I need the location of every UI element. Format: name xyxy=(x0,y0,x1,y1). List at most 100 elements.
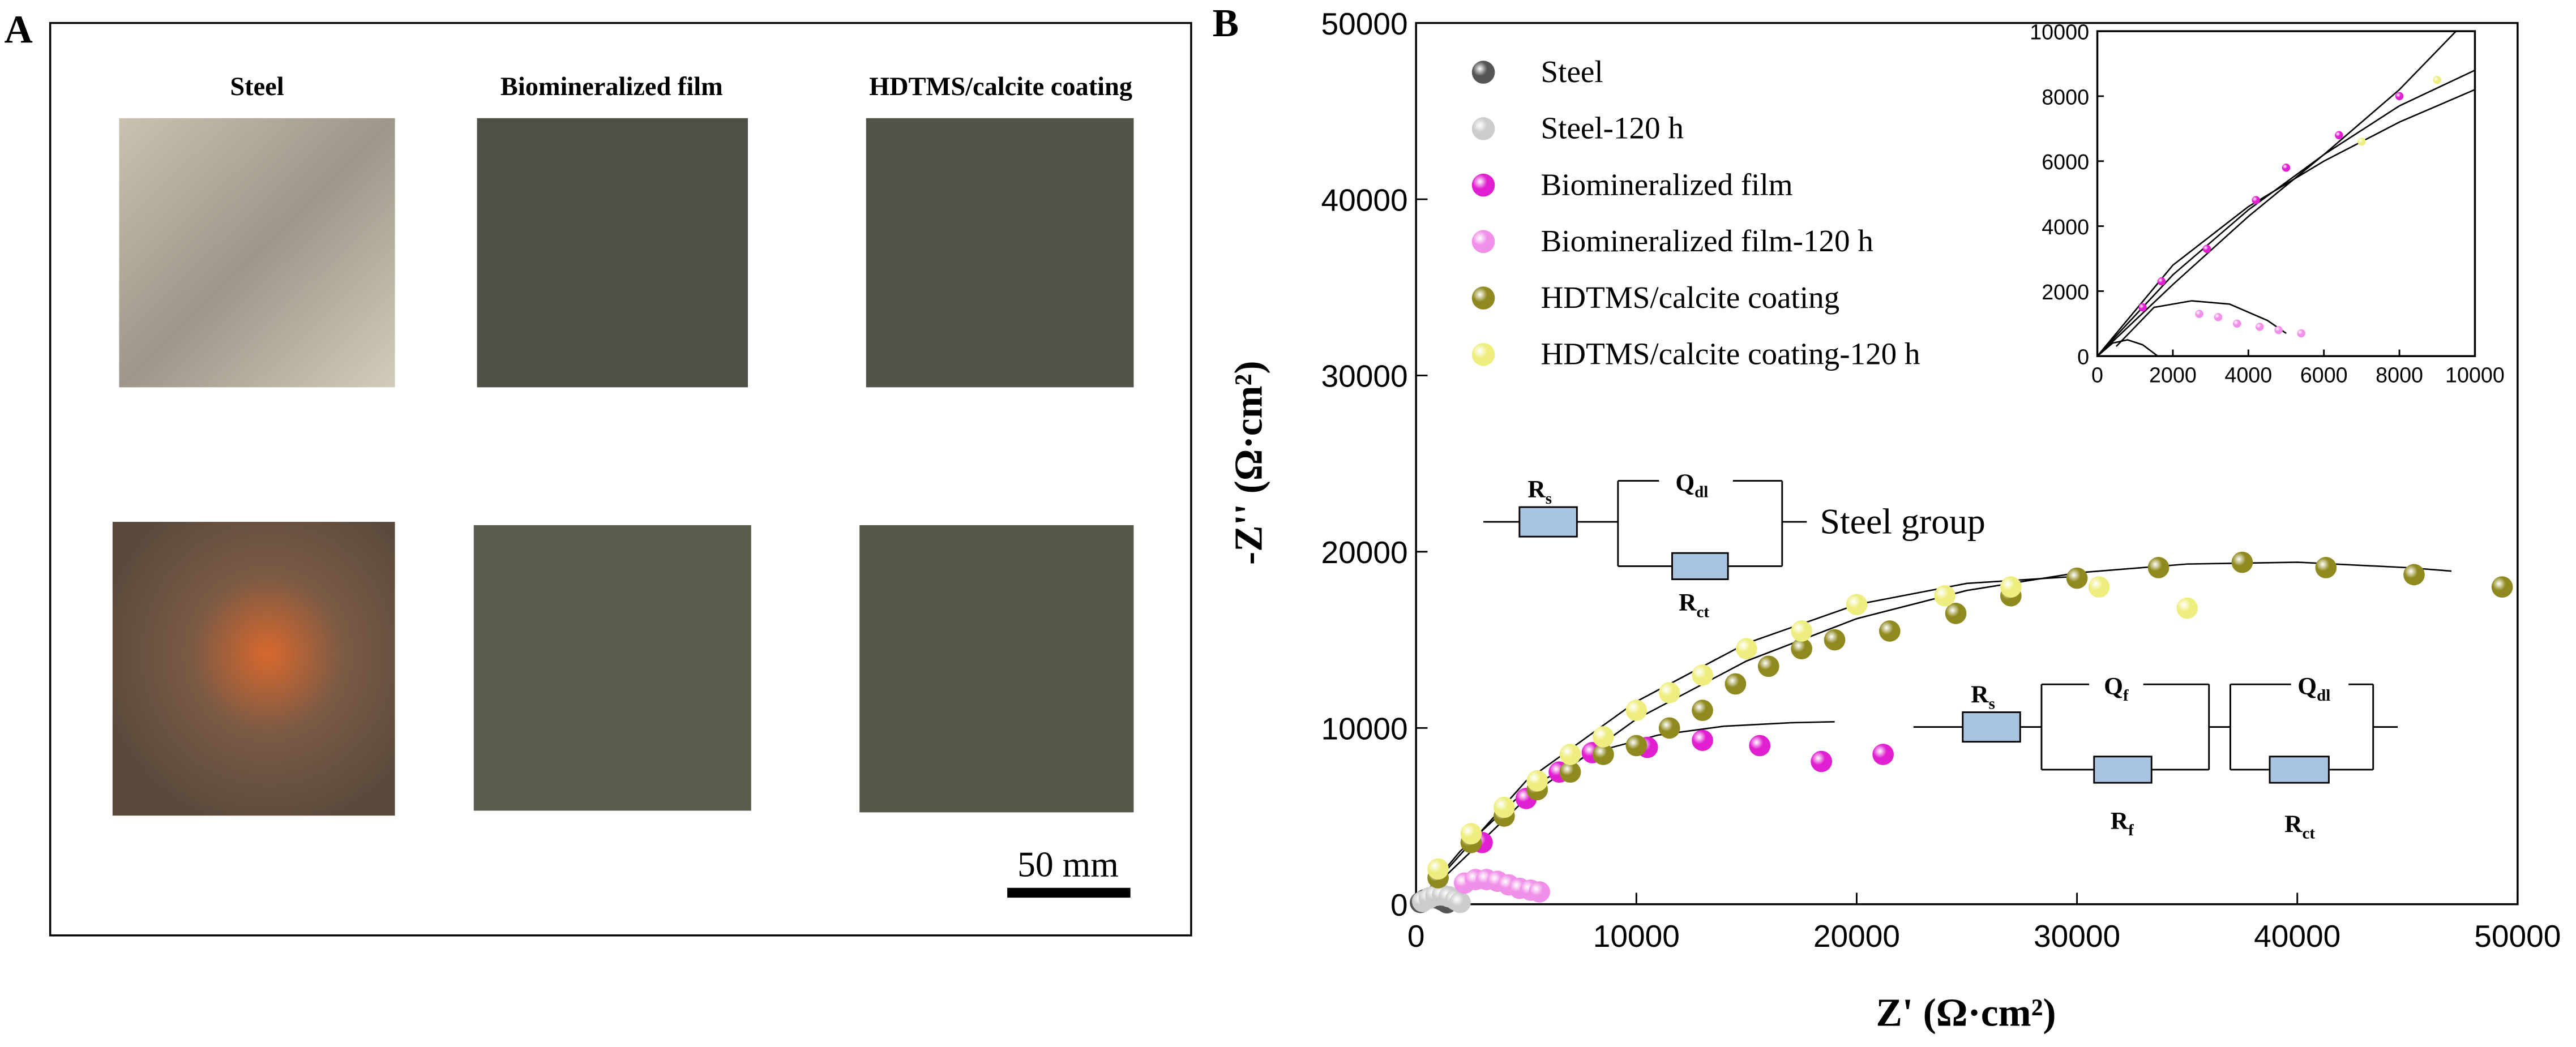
data-point xyxy=(2214,313,2223,321)
label-main: Q xyxy=(2297,673,2317,700)
data-point xyxy=(1878,620,1901,642)
y-tick-label: 40000 xyxy=(1321,182,1408,217)
x-tick-label: 2000 xyxy=(2149,363,2197,387)
y-tick-label: 30000 xyxy=(1321,359,1408,394)
data-point xyxy=(1811,750,1833,773)
circuit-coating xyxy=(1913,683,2398,784)
data-point xyxy=(1625,700,1648,722)
data-point xyxy=(1593,726,1614,748)
legend-label: HDTMS/calcite coating-120 h xyxy=(1541,337,1920,371)
data-point xyxy=(1625,735,1648,757)
data-point xyxy=(1529,881,1550,903)
label-main: Q xyxy=(1675,469,1694,496)
panel-label: B xyxy=(1213,2,1239,45)
data-point xyxy=(1736,638,1757,660)
y-tick-label: 4000 xyxy=(2042,215,2089,239)
circuit-element-label: Rs xyxy=(1527,476,1552,508)
data-point xyxy=(2297,329,2305,338)
data-point xyxy=(1526,770,1548,792)
circuit-element-label: Rf xyxy=(2111,807,2134,839)
column-label: Steel xyxy=(230,72,284,101)
label-sub: s xyxy=(1989,695,1995,713)
data-point xyxy=(2202,244,2211,254)
data-point xyxy=(1493,796,1515,818)
data-point xyxy=(1460,823,1482,845)
circuit-element-label: Rct xyxy=(2284,810,2315,843)
legend-marker xyxy=(1471,61,1495,84)
y-tick-label: 0 xyxy=(2077,345,2089,369)
data-point xyxy=(2433,75,2442,84)
data-point xyxy=(1559,761,1581,783)
label-sub: s xyxy=(1546,490,1552,508)
x-tick-label: 0 xyxy=(2091,363,2103,387)
photo-steel-corroded xyxy=(112,522,395,816)
label-main: R xyxy=(2111,807,2129,834)
data-point xyxy=(1846,594,1868,616)
x-tick-label: 6000 xyxy=(2300,363,2348,387)
y-tick-label: 50000 xyxy=(1321,6,1408,41)
label-main: R xyxy=(2284,810,2303,838)
legend-marker xyxy=(1471,343,1495,366)
legend-label: Biomineralized film xyxy=(1541,167,1793,201)
circuit-element-label: Rs xyxy=(1971,681,1995,713)
photo-hdtms xyxy=(866,118,1134,388)
y-tick-label: 0 xyxy=(1390,887,1408,922)
fit-line xyxy=(2096,31,2457,357)
plot-frame xyxy=(1415,22,2519,906)
panel-frame xyxy=(49,22,1192,937)
label-sub: f xyxy=(2128,821,2134,839)
label-main: R xyxy=(1679,589,1697,616)
x-tick-label: 4000 xyxy=(2224,363,2272,387)
scale-bar-label: 50 mm xyxy=(1017,844,1119,884)
circuit-element-label: Qf xyxy=(2104,673,2129,705)
circuit-element-label: Rct xyxy=(1679,589,1709,621)
data-point xyxy=(2176,597,2198,619)
data-point xyxy=(2335,131,2343,140)
legend-marker xyxy=(1471,286,1495,310)
circuit-element-label: Qdl xyxy=(1675,469,1708,501)
photo-biomineralized xyxy=(477,118,748,388)
x-tick-label: 30000 xyxy=(2034,919,2120,954)
label-main: R xyxy=(1527,476,1546,503)
data-point xyxy=(1658,682,1680,703)
legend-label: Biomineralized film-120 h xyxy=(1541,224,1873,258)
data-point xyxy=(1559,744,1581,765)
column-label: HDTMS/calcite coating xyxy=(869,72,1132,101)
data-point xyxy=(1757,655,1779,677)
legend-marker xyxy=(1471,173,1495,197)
data-point xyxy=(1791,620,1813,642)
data-point xyxy=(1934,585,1955,607)
panel-label: A xyxy=(4,8,32,52)
data-point xyxy=(2256,323,2264,331)
data-point xyxy=(2231,551,2253,573)
label-main: R xyxy=(1971,681,1989,708)
data-point xyxy=(2088,576,2110,598)
data-point xyxy=(1872,744,1894,765)
y-tick-label: 2000 xyxy=(2042,280,2089,304)
plot-frame xyxy=(2096,30,2476,357)
data-point xyxy=(2357,138,2366,146)
data-point xyxy=(2395,92,2404,101)
x-tick-label: 40000 xyxy=(2254,919,2340,954)
x-tick-label: 50000 xyxy=(2474,919,2561,954)
data-point xyxy=(2233,319,2241,328)
legend-label: Steel-120 h xyxy=(1541,111,1684,145)
x-tick-label: 8000 xyxy=(2376,363,2423,387)
data-point xyxy=(2252,196,2260,204)
circuit-label: Steel group xyxy=(1820,501,1985,541)
circuit-steel xyxy=(1483,480,1807,581)
data-point xyxy=(1449,891,1471,913)
label-sub: dl xyxy=(2317,686,2330,705)
data-point xyxy=(1692,700,1713,722)
x-tick-label: 10000 xyxy=(1593,919,1680,954)
photo-biomineralized-120h xyxy=(473,525,751,811)
data-point xyxy=(2274,326,2283,334)
label-sub: f xyxy=(2123,686,2129,705)
data-point xyxy=(1749,735,1771,757)
data-point xyxy=(2138,303,2147,312)
data-point xyxy=(2147,557,2170,578)
data-point xyxy=(2066,567,2088,589)
data-point xyxy=(1945,603,1967,624)
